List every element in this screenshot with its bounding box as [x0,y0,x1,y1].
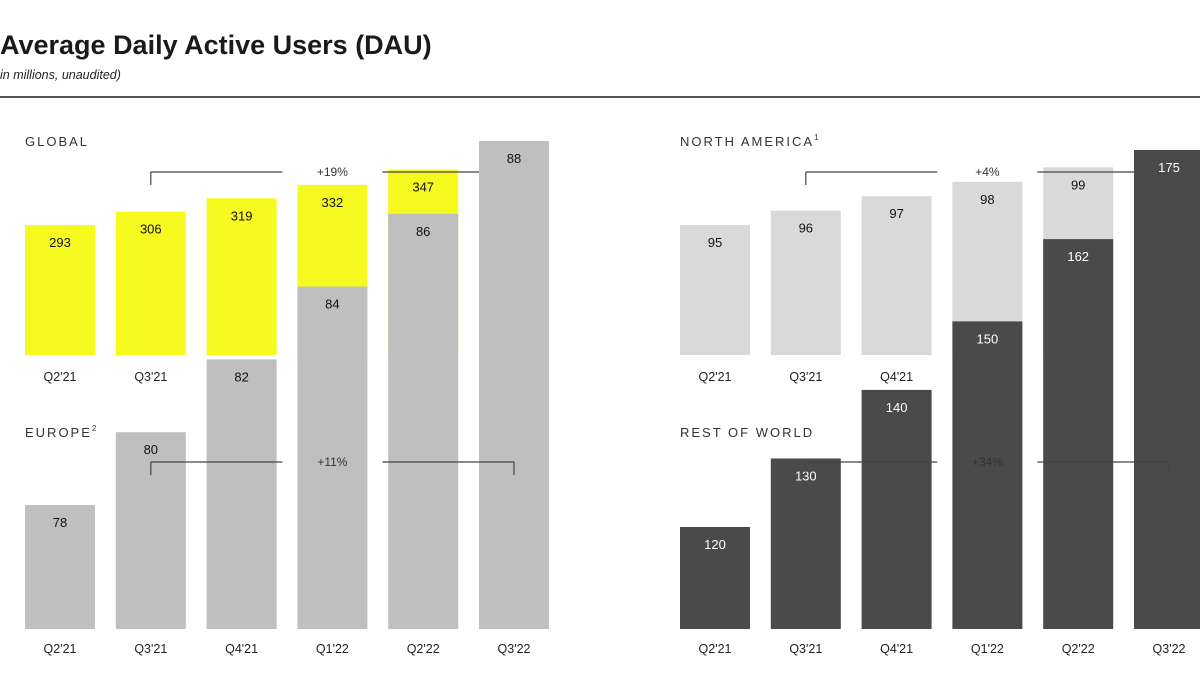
europe-data-label: 82 [234,369,248,384]
europe-data-label: 88 [507,151,521,166]
north-america-chart: NORTH AMERICA195Q2'2196Q3'2197Q4'2198Q1'… [680,133,1200,384]
europe-bar [206,359,277,629]
europe-chart-title: EUROPE2 [25,424,98,440]
rest-of-world-growth-bracket: +34% [805,455,1170,475]
rest-of-world-data-label: 175 [1158,160,1180,175]
global-x-tick-label: Q3'21 [134,370,167,384]
rest-of-world-data-label: 140 [886,400,908,415]
global-growth-bracket: +19% [150,165,515,185]
north-america-growth-annotation: +4% [975,165,1000,179]
global-chart: GLOBAL293Q2'21306Q3'21319Q4'21332Q1'2234… [25,134,549,384]
page-title: Average Daily Active Users (DAU) [0,30,432,60]
europe-bar [479,141,549,629]
europe-x-tick-label: Q3'22 [498,642,531,656]
title-divider [0,96,1200,98]
rest-of-world-x-tick-label: Q2'21 [699,642,732,656]
north-america-x-tick-label: Q3'21 [789,370,822,384]
page-subtitle: in millions, unaudited) [0,68,121,82]
north-america-bar [770,210,841,355]
rest-of-world-data-label: 150 [977,331,999,346]
europe-x-tick-label: Q1'22 [316,642,349,656]
rest-of-world-bar [680,527,750,629]
rest-of-world-x-tick-label: Q1'22 [971,642,1004,656]
north-america-data-label: 96 [799,221,813,236]
global-chart-title: GLOBAL [25,134,89,149]
north-america-data-label: 95 [708,235,722,250]
europe-bar [297,286,368,629]
europe-growth-bracket: +11% [150,455,515,475]
global-bar [25,225,95,355]
europe-x-tick-label: Q4'21 [225,642,258,656]
europe-x-tick-label: Q3'21 [134,642,167,656]
north-america-footnote-marker: 1 [814,133,820,142]
rest-of-world-data-label: 130 [795,468,817,483]
rest-of-world-bar [861,389,932,629]
north-america-data-label: 97 [889,206,903,221]
north-america-x-tick-label: Q2'21 [699,370,732,384]
global-bar [206,198,277,355]
europe-x-tick-label: Q2'21 [44,642,77,656]
north-america-bar [861,196,932,355]
europe-x-tick-label: Q2'22 [407,642,440,656]
rest-of-world-bar [770,458,841,629]
europe-data-label: 80 [144,442,158,457]
global-data-label: 306 [140,222,162,237]
europe-data-label: 78 [53,515,67,530]
global-data-label: 347 [412,179,434,194]
rest-of-world-data-label: 120 [704,537,726,552]
europe-data-label: 84 [325,297,339,312]
rest-of-world-data-label: 162 [1067,249,1089,264]
europe-chart: EUROPE2 78 Q2'21 80 Q3'21 82 Q4'21 84 Q1'22 86 Q2'… [25,141,549,656]
europe-growth-annotation: +11% [317,455,347,469]
rest-of-world-chart: REST OF WORLD 120 Q2'21 130 Q3'21 140 Q4'21 150… [680,150,1200,656]
global-data-label: 319 [231,208,253,223]
rest-of-world-bar [1043,239,1114,630]
europe-bar [388,213,459,630]
global-data-label: 332 [322,195,344,210]
north-america-data-label: 98 [980,192,994,207]
europe-data-label: 86 [416,224,430,239]
north-america-x-tick-label: Q4'21 [880,370,913,384]
europe-bar [25,505,95,629]
global-bar [115,211,186,355]
rest-of-world-x-tick-label: Q3'22 [1153,642,1186,656]
europe-footnote-marker: 2 [92,424,98,433]
rest-of-world-x-tick-label: Q3'21 [789,642,822,656]
rest-of-world-x-tick-label: Q4'21 [880,642,913,656]
global-data-label: 293 [49,235,71,250]
rest-of-world-bar [952,321,1023,629]
rest-of-world-chart-title: REST OF WORLD [680,425,814,440]
rest-of-world-growth-annotation: +34% [972,455,1003,469]
global-x-tick-label: Q2'21 [44,370,77,384]
north-america-chart-title: NORTH AMERICA1 [680,133,821,149]
rest-of-world-x-tick-label: Q2'22 [1062,642,1095,656]
global-growth-annotation: +19% [317,165,348,179]
rest-of-world-bar [1134,150,1200,629]
north-america-data-label: 99 [1071,177,1085,192]
north-america-bar [680,225,750,355]
